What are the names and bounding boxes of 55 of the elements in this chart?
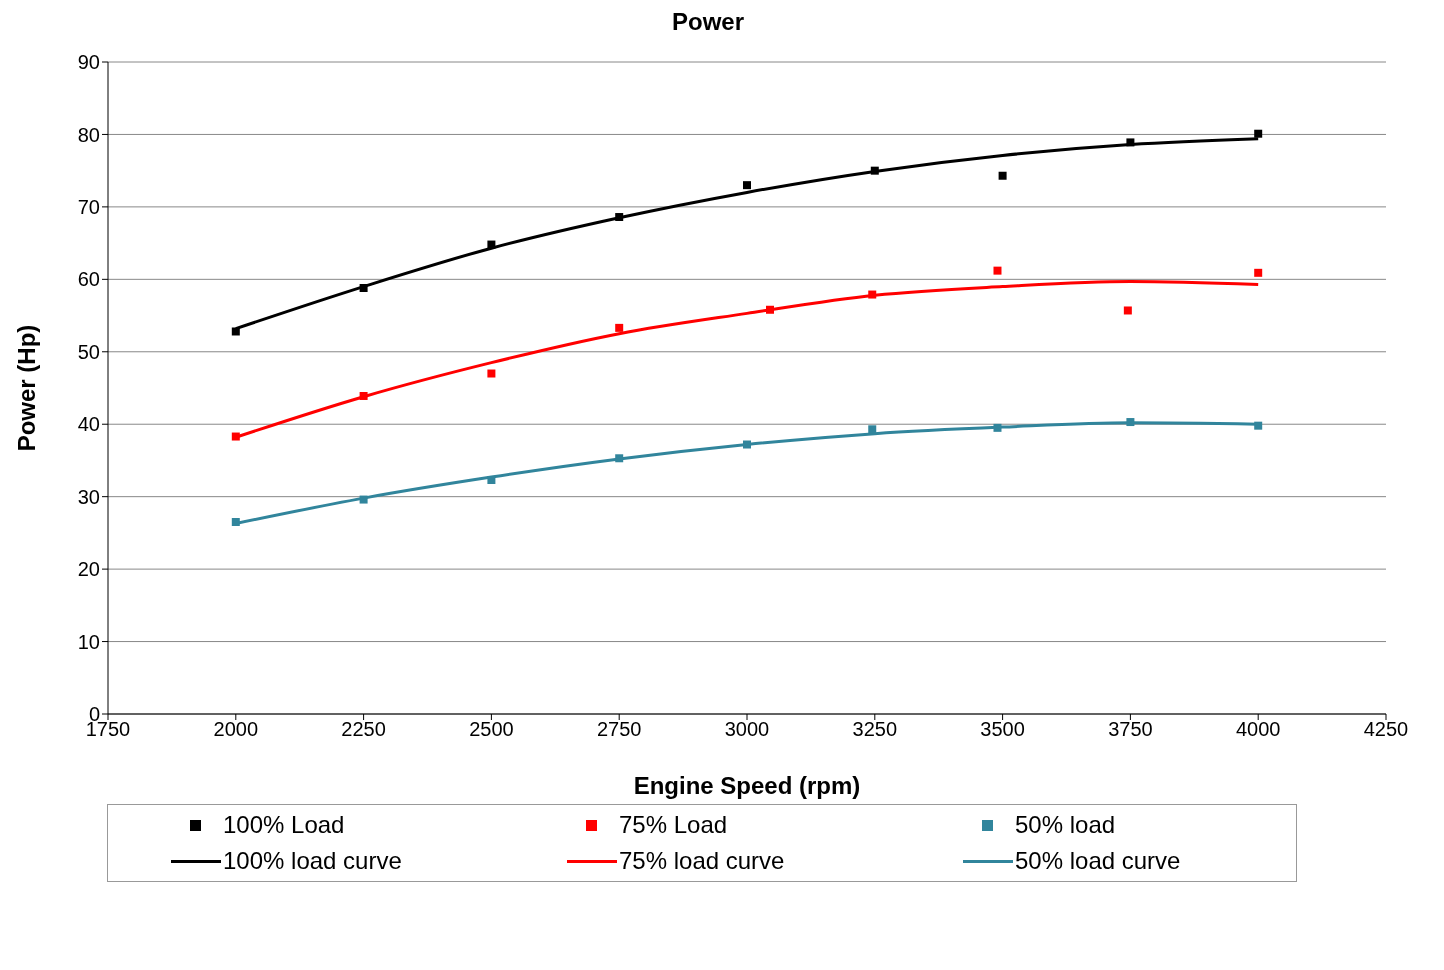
point (870, 166, 879, 175)
x-tick-label: 2750 (596, 718, 642, 741)
point (1254, 129, 1263, 138)
x-tick-label: 4000 (1235, 718, 1281, 741)
legend-label: 75% Load (619, 811, 728, 839)
chart-title: Power (671, 8, 745, 37)
y-tick-label: 80 (77, 123, 100, 146)
point (615, 454, 624, 463)
point (487, 369, 496, 378)
point (868, 425, 877, 434)
point (998, 171, 1007, 180)
point (359, 495, 368, 504)
y-tick-label: 20 (77, 558, 100, 581)
legend-label: 75% load curve (619, 847, 785, 875)
point (359, 284, 368, 293)
point (1254, 268, 1263, 277)
x-tick-label: 4250 (1363, 718, 1409, 741)
point (1123, 306, 1132, 315)
legend-label: 100% load curve (223, 847, 402, 875)
point (231, 327, 240, 336)
point (743, 181, 751, 190)
y-tick-label: 10 (77, 630, 100, 653)
point (231, 518, 240, 527)
y-axis-title: Power (Hp) (12, 324, 40, 452)
point (231, 432, 240, 441)
x-tick-label: 2000 (213, 718, 259, 741)
legend-label: 100% Load (223, 811, 345, 839)
point (993, 266, 1002, 275)
point (1254, 421, 1263, 430)
x-tick-label: 2500 (469, 718, 514, 741)
y-tick-label: 50 (77, 340, 100, 363)
point (487, 476, 496, 484)
y-tick-label: 40 (77, 413, 100, 436)
legend-label: 50% load (1015, 811, 1116, 839)
point (868, 290, 877, 299)
x-tick-label: 2250 (341, 718, 386, 741)
y-tick-label: 30 (77, 485, 100, 508)
point (766, 305, 774, 314)
x-tick-label: 3500 (980, 718, 1025, 741)
point (615, 323, 624, 332)
y-tick-label: 60 (77, 268, 100, 291)
x-tick-label: 3250 (852, 718, 898, 741)
point (359, 391, 368, 400)
point (993, 423, 1002, 432)
point (743, 440, 751, 449)
x-tick-label: 3000 (724, 718, 770, 741)
y-tick-label: 90 (77, 51, 100, 74)
y-tick-label: 70 (77, 195, 100, 218)
legend-label: 50% load curve (1015, 847, 1181, 875)
x-tick-label: 3750 (1108, 718, 1153, 741)
point (1126, 418, 1135, 427)
point (487, 240, 496, 249)
point (615, 213, 624, 222)
x-axis-title: Engine Speed (rpm) (633, 772, 861, 799)
point (1126, 138, 1135, 147)
